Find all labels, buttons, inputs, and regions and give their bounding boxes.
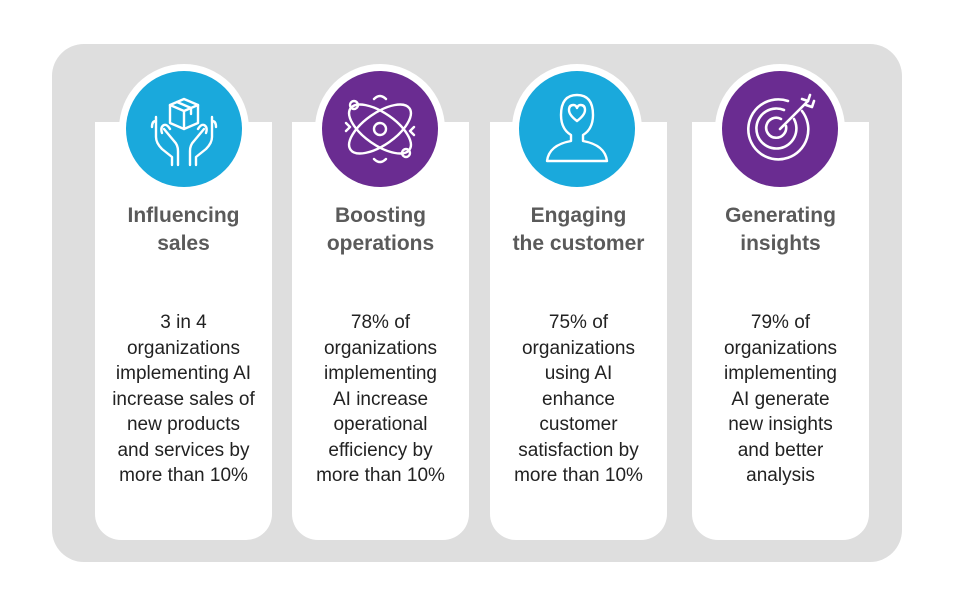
- card-text: 75% of organizations using AI enhance cu…: [514, 312, 643, 486]
- card-title: Influencing sales: [127, 204, 240, 255]
- hands-holding-box-icon: [126, 71, 242, 187]
- icon-ring: [512, 64, 642, 194]
- card-engaging-customer: Engaging the customer 75% of organizatio…: [490, 122, 667, 540]
- card-boosting-operations: Boosting operations 78% of organizations…: [292, 122, 469, 540]
- card-text: 79% of organizations implementing AI gen…: [723, 312, 838, 486]
- card-title: Generating insights: [725, 204, 836, 255]
- icon-ring: [119, 64, 249, 194]
- person-heart-icon: [519, 71, 635, 187]
- card-title: Engaging the customer: [512, 204, 645, 255]
- icon-ring: [715, 64, 845, 194]
- card-text: 78% of organizations implementing AI inc…: [316, 312, 445, 486]
- card-text: 3 in 4 organizations implementing AI inc…: [112, 312, 255, 486]
- card-title: Boosting operations: [326, 204, 435, 255]
- target-arrow-icon: [722, 71, 838, 187]
- orbit-gears-icon: [322, 71, 438, 187]
- icon-ring: [315, 64, 445, 194]
